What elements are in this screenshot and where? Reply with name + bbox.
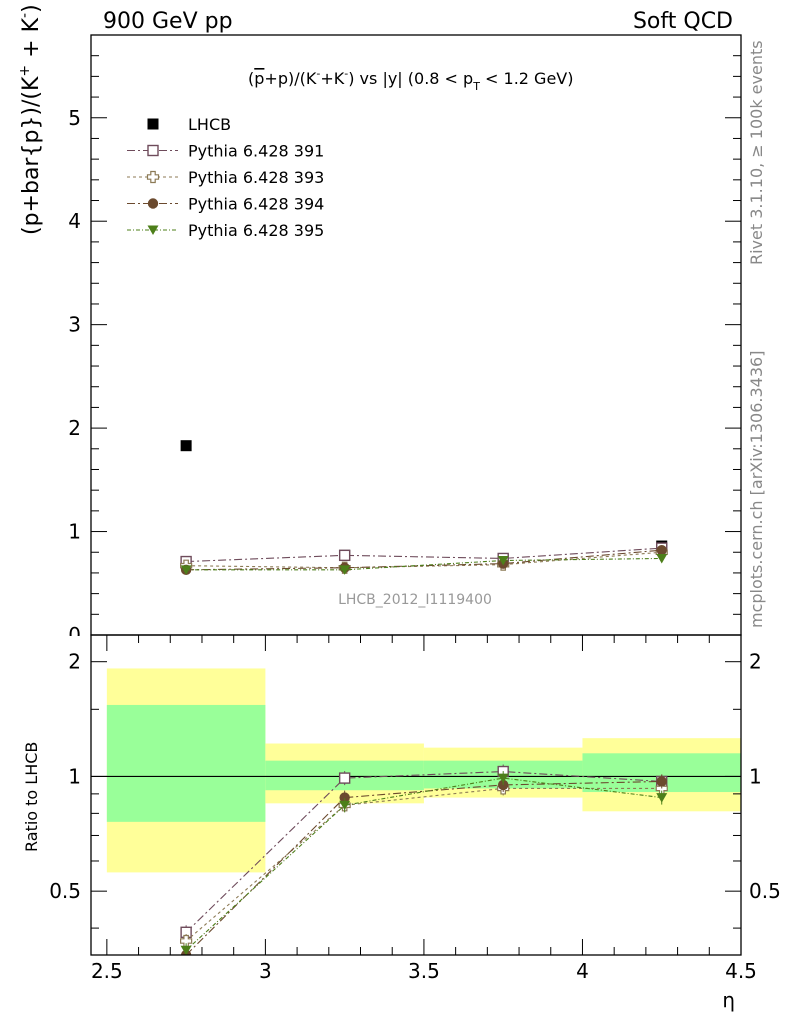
- legend-label: Pythia 6.428 393: [188, 168, 324, 187]
- main-line-3: [186, 549, 662, 571]
- main-ytick-label: 3: [68, 313, 81, 337]
- analysis-watermark: LHCB_2012_I1119400: [338, 592, 492, 608]
- ratio-bands: [106, 668, 741, 873]
- ratio-ylabel: Ratio to LHCB: [22, 742, 41, 852]
- main-point: [338, 549, 351, 562]
- main-title: (p+p)/(K-+K-) vs |y| (0.8 < pT < 1.2 GeV…: [248, 67, 573, 93]
- legend-label: Pythia 6.428 391: [188, 142, 324, 161]
- ratio-ytick-label-right: 1: [749, 764, 762, 788]
- ratio-point: [180, 945, 192, 955]
- ratio-series: [180, 764, 668, 955]
- x-tick-label: 3.5: [408, 959, 440, 983]
- rivet-label: Rivet 3.1.10, ≥ 100k events: [747, 40, 766, 265]
- uncertainty-band-green-0: [106, 704, 266, 822]
- legend-marker: [147, 198, 159, 209]
- main-point: [180, 440, 192, 452]
- x-tick-label: 3: [259, 959, 272, 983]
- ratio-ytick-label-right: 0.5: [749, 879, 781, 903]
- ratio-point: [339, 800, 351, 811]
- legend-marker: [147, 118, 159, 130]
- ratio-ytick-label-right: 2: [749, 650, 762, 674]
- legend-label: LHCB: [188, 115, 231, 134]
- legend-marker: [146, 170, 160, 184]
- ratio-point: [339, 792, 350, 803]
- main-point: [180, 565, 192, 575]
- label-clip-mask: [60, 636, 90, 650]
- main-line-1: [186, 547, 662, 563]
- main-ytick-label: 4: [68, 209, 81, 233]
- main-line-4: [186, 557, 662, 571]
- main-point: [656, 544, 667, 556]
- header-right: Soft QCD: [633, 9, 733, 34]
- main-series: [180, 440, 668, 576]
- main-line-2: [186, 551, 662, 569]
- legend-marker: [147, 225, 159, 235]
- main-point: [497, 556, 509, 566]
- ratio-ytick-label-left: 1: [68, 764, 81, 788]
- ratio-plot: 0.5 0.5 1 1 2 2 2.5 3 3.5 4 4.5: [49, 634, 781, 983]
- legend: LHCB Pythia 6.428 391 Pythia 6.428 393 Pyth…: [127, 115, 324, 240]
- legend-label: Pythia 6.428 395: [188, 221, 324, 240]
- ratio-line-1: [185, 787, 662, 942]
- main-point: [656, 553, 668, 564]
- ratio-frame: [90, 634, 742, 956]
- x-tick-label: 4: [576, 959, 589, 983]
- main-ytick-label: 1: [68, 520, 81, 544]
- ratio-point: [497, 773, 509, 784]
- ratio-point: [656, 793, 668, 803]
- x-axis-label: η: [722, 988, 735, 1012]
- main-ytick-label: 5: [68, 106, 81, 130]
- main-point: [339, 565, 351, 575]
- main-ylabel: (p+bar{p})/(K+ + K-): [17, 4, 44, 235]
- ratio-point: [656, 776, 667, 787]
- header-left: 900 GeV pp: [103, 9, 233, 34]
- main-ytick-label: 2: [68, 416, 81, 440]
- ratio-point: [338, 772, 351, 784]
- ratio-ytick-label-left: 0.5: [49, 879, 81, 903]
- mcplots-label: mcplots.cern.ch [arXiv:1306.3436]: [747, 351, 766, 628]
- ratio-ytick-label-left: 2: [68, 650, 81, 674]
- x-tick-label: 4.5: [725, 959, 757, 983]
- ratio-line-0: [185, 770, 662, 933]
- x-tick-label: 2.5: [91, 959, 123, 983]
- legend-marker: [147, 144, 159, 157]
- legend-label: Pythia 6.428 394: [188, 195, 324, 214]
